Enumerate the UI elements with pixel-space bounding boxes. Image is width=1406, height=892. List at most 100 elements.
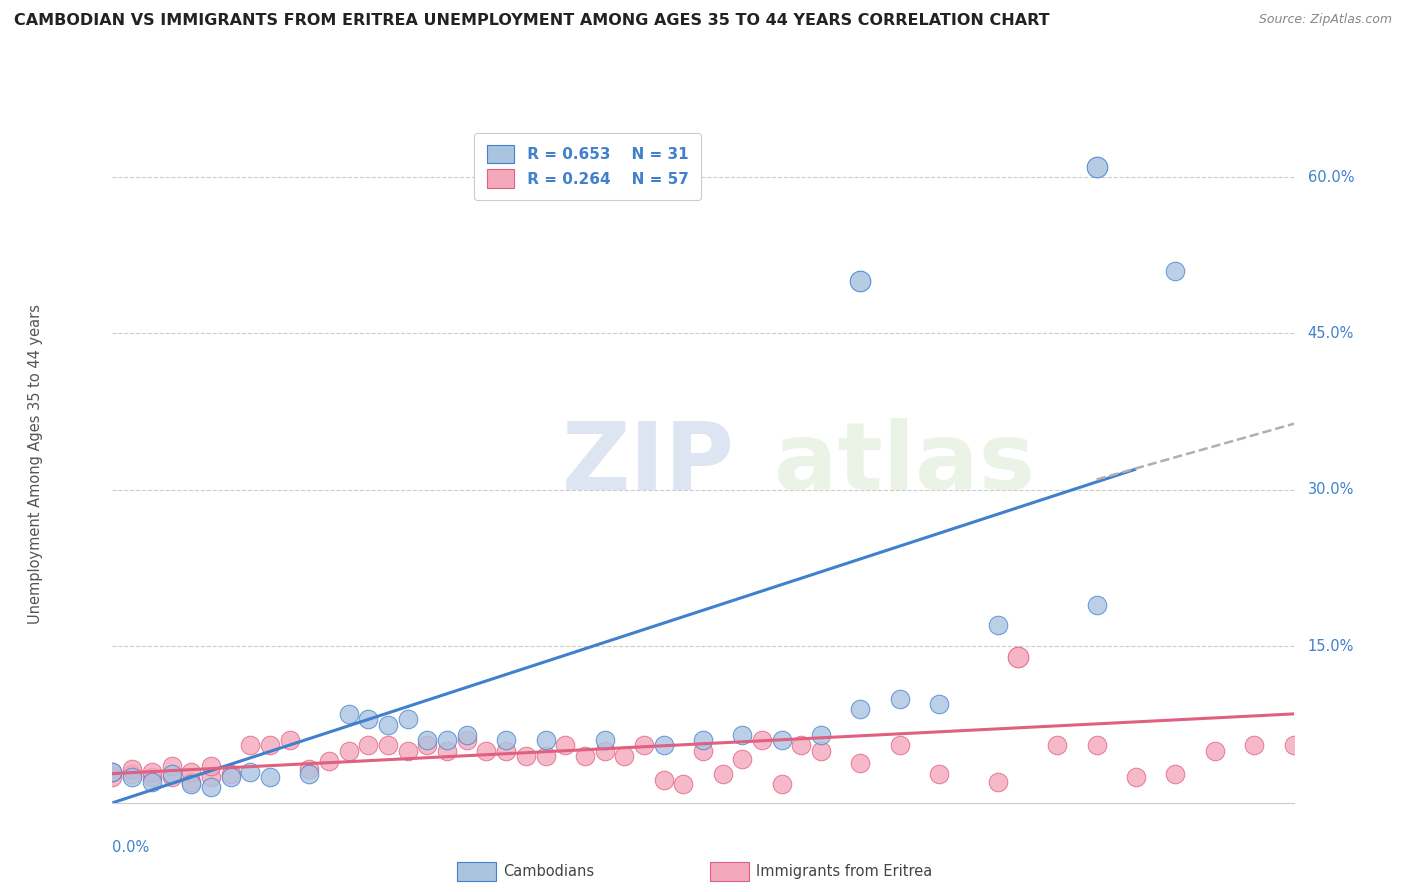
Point	[396, 744, 419, 758]
Point	[593, 733, 616, 747]
Text: Unemployment Among Ages 35 to 44 years: Unemployment Among Ages 35 to 44 years	[28, 304, 44, 624]
Point	[849, 274, 872, 288]
Point	[731, 728, 754, 742]
Point	[928, 697, 950, 711]
Point	[298, 763, 321, 777]
Point	[377, 717, 399, 731]
Point	[1341, 660, 1364, 674]
Text: Immigrants from Eritrea: Immigrants from Eritrea	[756, 864, 932, 879]
Point	[574, 748, 596, 763]
Point	[396, 712, 419, 726]
Point	[889, 739, 911, 753]
Point	[1381, 733, 1403, 747]
Point	[810, 728, 832, 742]
Point	[770, 733, 793, 747]
Point	[200, 780, 222, 794]
Point	[239, 739, 262, 753]
Point	[1007, 649, 1029, 664]
Point	[1204, 744, 1226, 758]
Point	[534, 733, 557, 747]
Point	[889, 691, 911, 706]
Point	[101, 764, 124, 779]
Point	[711, 766, 734, 780]
Point	[121, 766, 143, 780]
Point	[554, 739, 576, 753]
Point	[692, 733, 714, 747]
Point	[1243, 739, 1265, 753]
Point	[160, 766, 183, 780]
Point	[751, 733, 773, 747]
Point	[239, 764, 262, 779]
Point	[278, 733, 301, 747]
Point	[613, 748, 636, 763]
Point	[849, 756, 872, 771]
Point	[101, 764, 124, 779]
Point	[259, 770, 281, 784]
Point	[141, 775, 163, 789]
Text: 0.0%: 0.0%	[112, 840, 149, 855]
Point	[593, 744, 616, 758]
Point	[318, 754, 340, 768]
Point	[180, 777, 202, 791]
Point	[456, 728, 478, 742]
Point	[436, 733, 458, 747]
Point	[101, 770, 124, 784]
Point	[141, 764, 163, 779]
Point	[770, 777, 793, 791]
Point	[357, 712, 380, 726]
Point	[534, 748, 557, 763]
Text: 60.0%: 60.0%	[1308, 169, 1354, 185]
Point	[1164, 264, 1187, 278]
Point	[987, 618, 1010, 632]
Legend:  R = 0.653    N = 31,  R = 0.264    N = 57: R = 0.653 N = 31, R = 0.264 N = 57	[474, 133, 700, 201]
Point	[692, 744, 714, 758]
Text: Source: ZipAtlas.com: Source: ZipAtlas.com	[1258, 13, 1392, 27]
Point	[810, 744, 832, 758]
Point	[160, 759, 183, 773]
Point	[259, 739, 281, 753]
Point	[160, 770, 183, 784]
Text: 30.0%: 30.0%	[1308, 483, 1354, 498]
Point	[200, 770, 222, 784]
Point	[377, 739, 399, 753]
Point	[1085, 160, 1108, 174]
Point	[495, 744, 517, 758]
Point	[1322, 770, 1344, 784]
Point	[416, 739, 439, 753]
Point	[672, 777, 695, 791]
Point	[849, 702, 872, 716]
Text: 45.0%: 45.0%	[1308, 326, 1354, 341]
Text: CAMBODIAN VS IMMIGRANTS FROM ERITREA UNEMPLOYMENT AMONG AGES 35 TO 44 YEARS CORR: CAMBODIAN VS IMMIGRANTS FROM ERITREA UNE…	[14, 13, 1050, 29]
Point	[928, 766, 950, 780]
Point	[790, 739, 813, 753]
Text: atlas: atlas	[773, 417, 1035, 510]
Point	[121, 770, 143, 784]
Point	[298, 766, 321, 780]
Text: 15.0%: 15.0%	[1308, 639, 1354, 654]
Point	[1085, 739, 1108, 753]
Point	[1282, 739, 1305, 753]
Point	[652, 739, 675, 753]
Point	[180, 764, 202, 779]
Point	[1085, 598, 1108, 612]
Point	[200, 759, 222, 773]
Point	[456, 733, 478, 747]
Point	[357, 739, 380, 753]
Point	[121, 763, 143, 777]
Point	[475, 744, 498, 758]
Point	[987, 775, 1010, 789]
Point	[633, 739, 655, 753]
Point	[337, 744, 360, 758]
Point	[180, 775, 202, 789]
Point	[1125, 770, 1147, 784]
Point	[436, 744, 458, 758]
Point	[1046, 739, 1069, 753]
Point	[1164, 766, 1187, 780]
Point	[337, 707, 360, 722]
Text: ZIP: ZIP	[561, 417, 734, 510]
Point	[219, 770, 242, 784]
Point	[731, 752, 754, 766]
Point	[495, 733, 517, 747]
Point	[219, 766, 242, 780]
Point	[416, 733, 439, 747]
